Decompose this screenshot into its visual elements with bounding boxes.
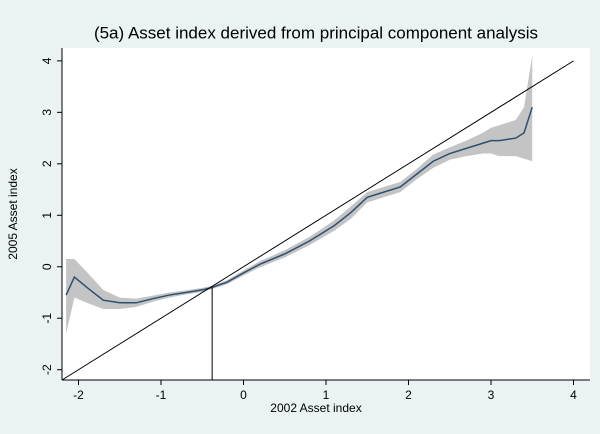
x-tick-label: -1	[156, 388, 167, 402]
diagonal-line	[61, 60, 574, 381]
x-tick-label: 2	[405, 388, 412, 402]
y-tick-label: 2	[40, 160, 54, 167]
y-tick-label: 0	[40, 263, 54, 270]
x-tick-label: 1	[323, 388, 330, 402]
y-tick-label: -1	[40, 313, 54, 324]
x-tick-label: 4	[570, 388, 577, 402]
y-tick-label: 4	[40, 57, 54, 64]
y-tick-label: -2	[40, 364, 54, 375]
chart-title: (5a) Asset index derived from principal …	[94, 23, 538, 42]
confidence-band	[66, 55, 533, 334]
y-tick-label: 1	[40, 212, 54, 219]
x-tick-label: 0	[240, 388, 247, 402]
y-tick-label: 3	[40, 109, 54, 116]
line	[65, 106, 533, 304]
x-tick-label: 3	[488, 388, 495, 402]
y-axis-label: 2005 Asset index	[6, 168, 20, 259]
x-tick-label: -2	[73, 388, 84, 402]
x-axis-label: 2002 Asset index	[270, 401, 361, 415]
